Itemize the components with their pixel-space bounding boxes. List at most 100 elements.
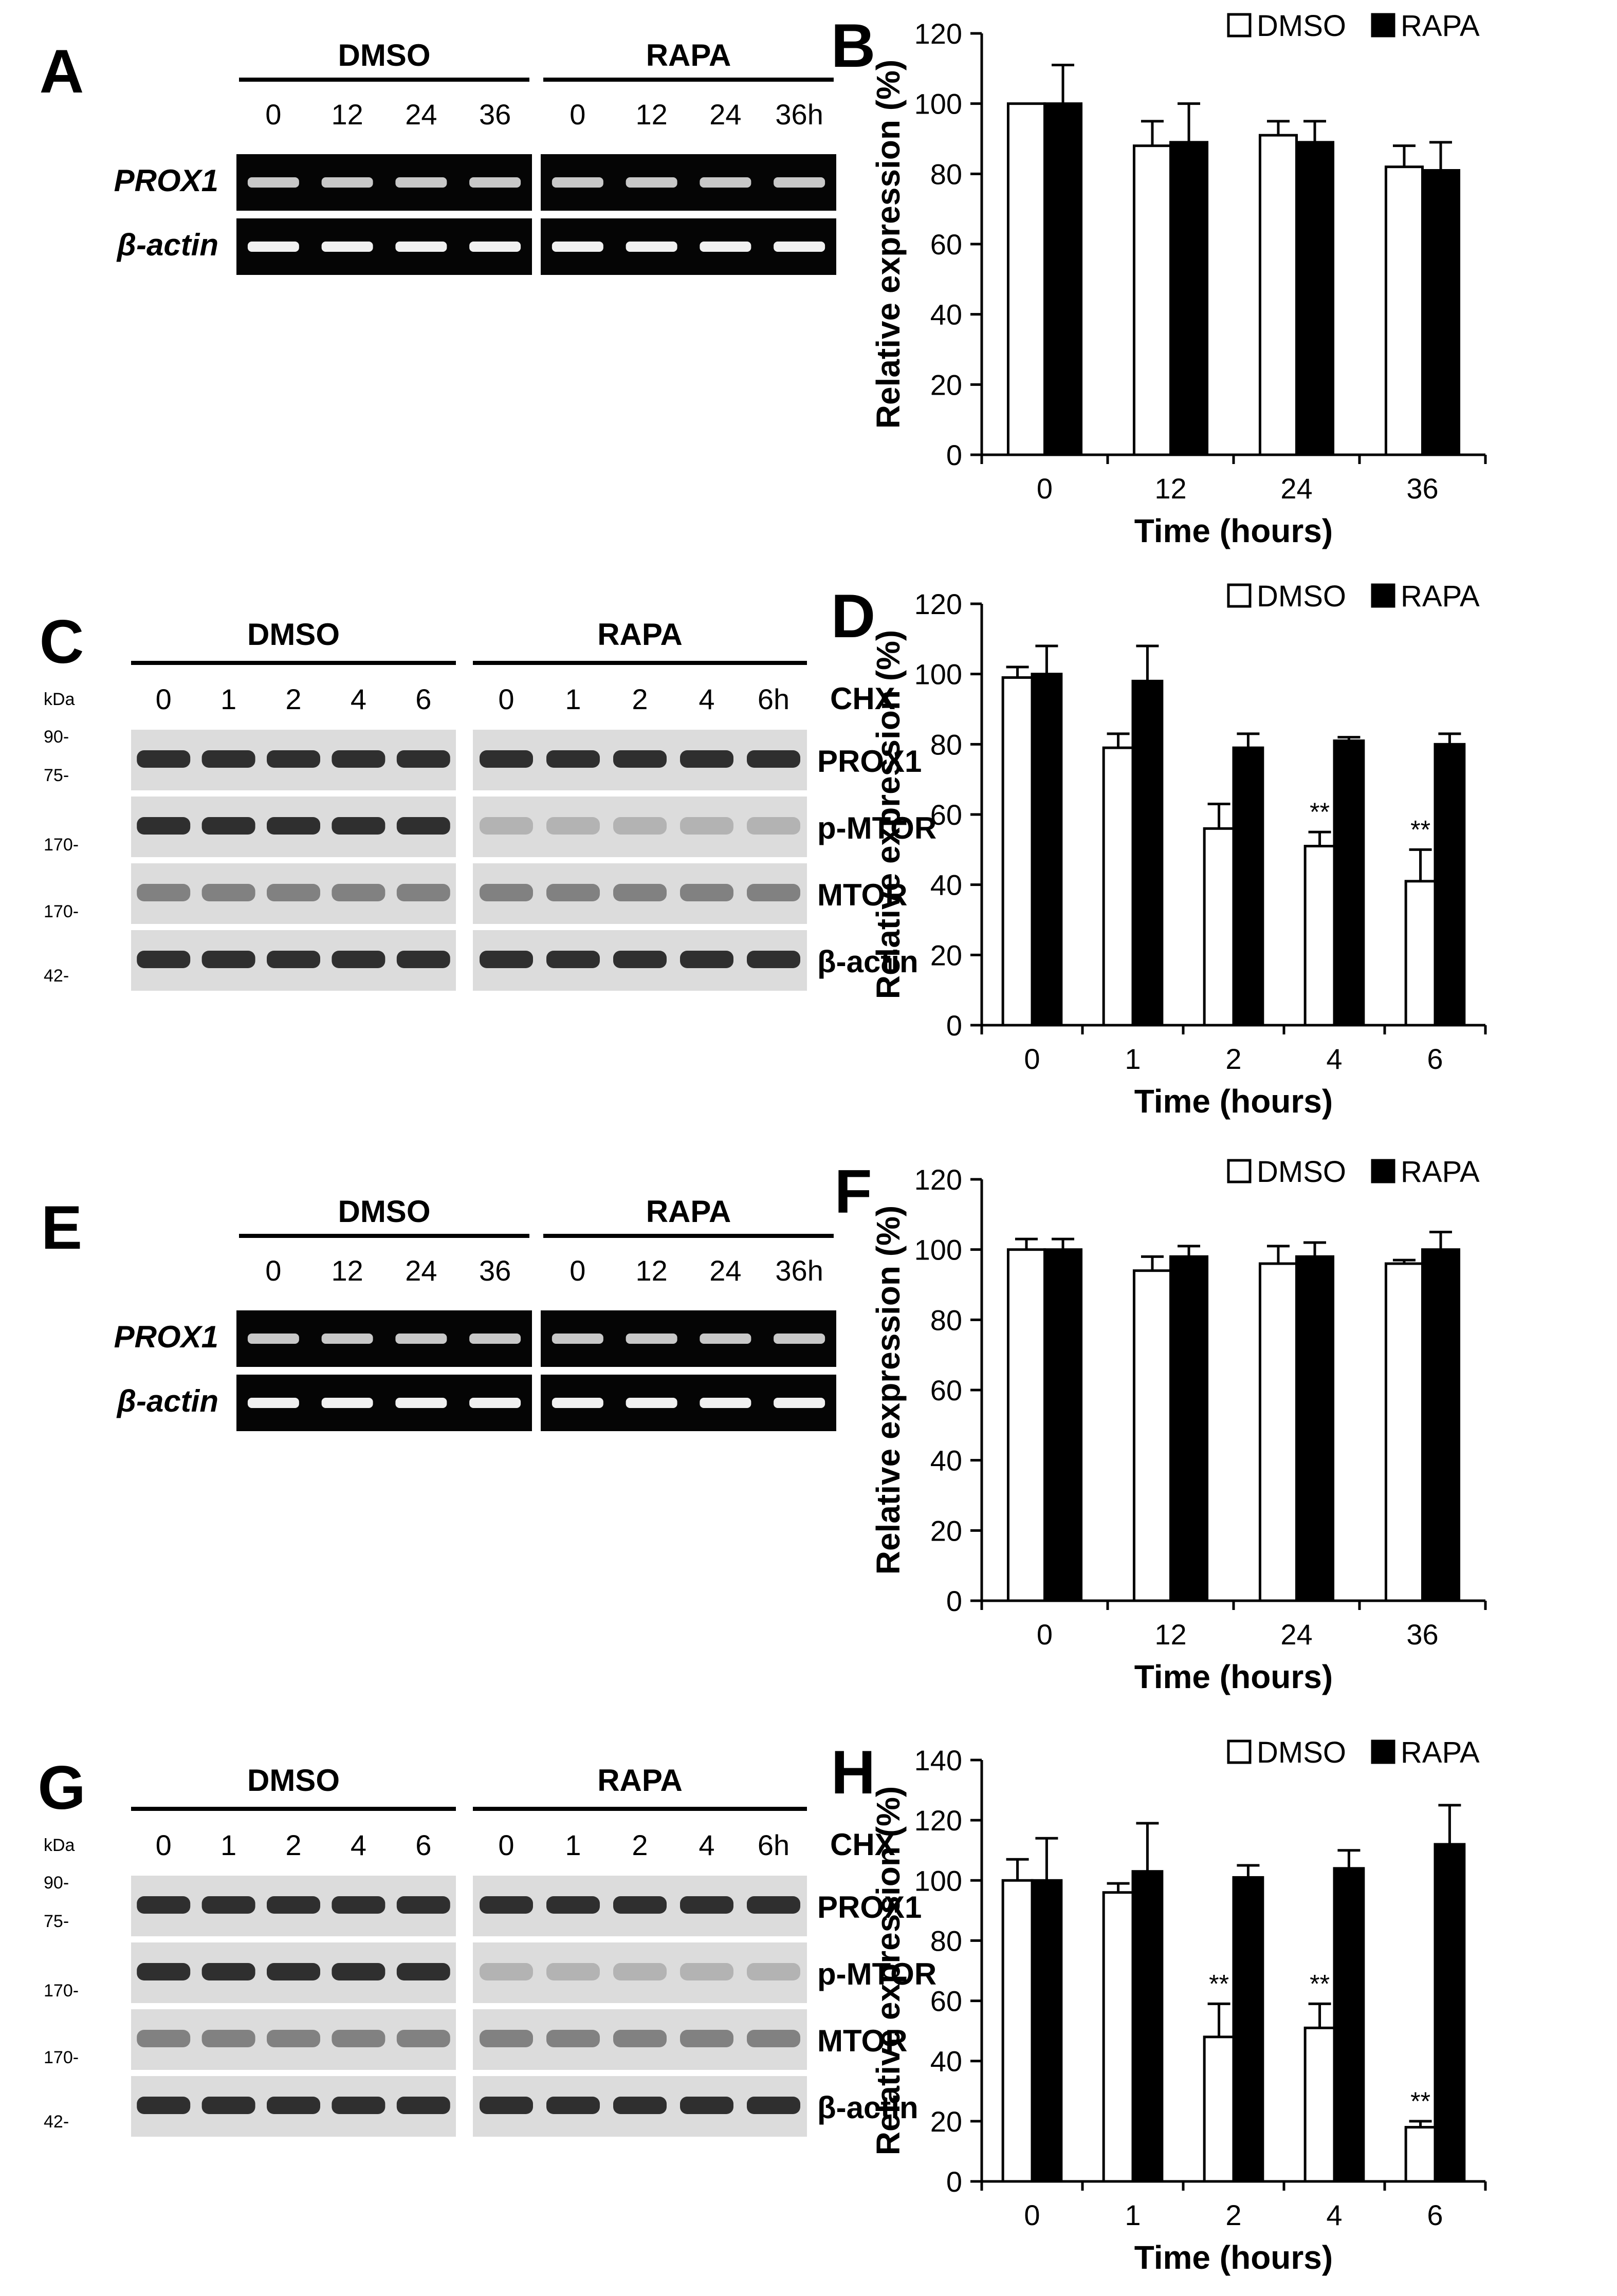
gel-band xyxy=(626,1398,677,1408)
blot-band xyxy=(480,2097,533,2114)
lane-label: 1 xyxy=(565,1829,581,1861)
blot-band xyxy=(267,817,320,835)
y-tick-label: 0 xyxy=(946,439,962,471)
gel-band xyxy=(395,1334,447,1344)
blot-strip xyxy=(473,797,807,857)
bar-dmso xyxy=(1001,1879,1034,2183)
bar-dmso xyxy=(1102,1891,1134,2183)
panel-letter: F xyxy=(834,1157,872,1226)
y-tick-label: 0 xyxy=(946,2165,962,2198)
x-tick-label: 36 xyxy=(1406,1618,1438,1651)
x-tick-label: 6 xyxy=(1427,2199,1443,2231)
x-axis-title: Time (hours) xyxy=(1134,512,1333,549)
lane-label: 12 xyxy=(635,1254,667,1287)
blot-band xyxy=(137,2030,191,2047)
bar-rapa xyxy=(1031,673,1063,1027)
lane-label: 0 xyxy=(498,1829,514,1861)
gel-band xyxy=(626,1334,677,1344)
group-label: DMSO xyxy=(247,617,340,652)
bar-rapa xyxy=(1043,102,1083,456)
kda-marker: 170- xyxy=(44,2048,79,2067)
gel-band xyxy=(469,177,521,188)
bar-rapa xyxy=(1333,739,1365,1027)
x-tick-label: 1 xyxy=(1125,2199,1141,2231)
y-tick-label: 20 xyxy=(930,2105,962,2138)
blot-band xyxy=(546,817,600,835)
blot-band xyxy=(546,750,600,768)
bar-rapa xyxy=(1169,1255,1209,1602)
bar-dmso xyxy=(1303,845,1336,1027)
y-tick-label: 120 xyxy=(914,1163,962,1196)
blot-band xyxy=(680,2030,733,2047)
lane-label: 36 xyxy=(479,1254,511,1287)
chart-D: D 0 20 40 60 80 100 120 0 1 2 4 ** 6 ** Time (hours) Rel… xyxy=(831,580,1487,1120)
chart-B: B 0 20 40 60 80 100 120 0 12 24 36 Time (hours) Relat… xyxy=(831,9,1487,549)
bar-rapa xyxy=(1295,1255,1335,1602)
x-tick-label: 0 xyxy=(1024,2199,1040,2231)
blot-band xyxy=(201,2097,255,2114)
bar-rapa xyxy=(1232,746,1264,1027)
blot-band xyxy=(747,1963,800,1980)
blot-band xyxy=(137,1963,191,1980)
x-tick-label: 0 xyxy=(1037,472,1053,505)
bar-rapa xyxy=(1333,1867,1365,2183)
blot-band xyxy=(480,817,533,835)
lane-label: 4 xyxy=(699,683,714,715)
bar-dmso xyxy=(1132,144,1172,456)
lane-label: 2 xyxy=(632,1829,648,1861)
blot-band xyxy=(613,884,667,901)
row-label: p-MTOR xyxy=(817,811,936,845)
blot-band xyxy=(396,817,450,835)
y-tick-label: 40 xyxy=(930,1445,962,1477)
gel-band xyxy=(247,177,299,188)
row-label: PROX1 xyxy=(817,1890,922,1924)
legend-label: RAPA xyxy=(1401,9,1480,43)
panel-A: A DMSO 0 12 24 36 RAPA 0 12 24 36h PROX1 β-actin xyxy=(40,37,836,275)
panel-letter: E xyxy=(41,1193,82,1262)
blot-band xyxy=(332,2030,385,2047)
row-label: PROX1 xyxy=(817,744,922,779)
gel-band xyxy=(469,1334,521,1344)
panel-letter: D xyxy=(831,582,876,651)
lane-label: 6 xyxy=(415,1829,431,1861)
group-label: RAPA xyxy=(597,1763,683,1798)
lane-label: 36 xyxy=(479,98,511,131)
bar-dmso xyxy=(1303,2026,1336,2183)
group-label: DMSO xyxy=(247,1763,340,1798)
panel-letter: A xyxy=(40,37,84,106)
lane-label: 4 xyxy=(699,1829,714,1861)
blot-band xyxy=(613,817,667,835)
lane-label: 1 xyxy=(220,1829,236,1861)
lane-label: 12 xyxy=(635,98,667,131)
blot-band xyxy=(747,2030,800,2047)
kda-label: kDa xyxy=(44,690,75,709)
blot-band xyxy=(137,951,191,968)
kda-marker: 170- xyxy=(44,835,79,855)
blot-band xyxy=(201,750,255,768)
kda-marker: 75- xyxy=(44,766,69,785)
blot-band xyxy=(267,1896,320,1914)
row-label: MTOR xyxy=(817,2024,908,2058)
panel-letter: C xyxy=(40,607,84,676)
blot-band xyxy=(201,951,255,968)
bar-rapa xyxy=(1434,743,1466,1027)
blot-band xyxy=(137,750,191,768)
lane-label: 0 xyxy=(156,683,172,715)
blot-band xyxy=(201,817,255,835)
blot-band xyxy=(137,817,191,835)
y-tick-label: 80 xyxy=(930,1304,962,1336)
bar-dmso xyxy=(1404,880,1437,1027)
kda-marker: 42- xyxy=(44,966,69,986)
significance-marker: ** xyxy=(1310,1969,1330,1998)
y-tick-label: 120 xyxy=(914,1804,962,1837)
gel-band xyxy=(552,1398,603,1408)
panel-letter: B xyxy=(831,11,876,80)
legend-swatch xyxy=(1227,1739,1252,1764)
blot-band xyxy=(332,1963,385,1980)
legend-swatch xyxy=(1227,1159,1252,1183)
x-axis-title: Time (hours) xyxy=(1134,2239,1333,2276)
significance-marker: ** xyxy=(1310,798,1330,826)
legend-label: RAPA xyxy=(1401,1736,1480,1769)
bar-rapa xyxy=(1421,1248,1461,1602)
gel-band xyxy=(700,1398,751,1408)
